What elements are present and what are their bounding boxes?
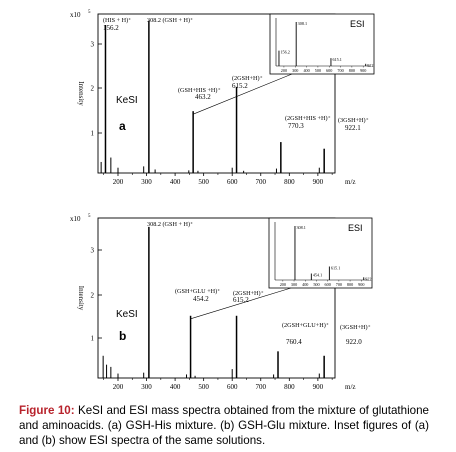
peak-annotation: (2GSH+H)⁺	[233, 290, 264, 297]
inset-esi-label: ESI	[350, 19, 365, 29]
inset-peak-label: 308.1	[298, 21, 307, 26]
peak-annotation: 308.2 (GSH + H)⁺	[147, 17, 193, 24]
peak-annotation: (GSH+GLU +H)⁺	[175, 288, 220, 295]
inset-x-tick-label: 700	[336, 282, 342, 287]
x-tick-label: 900	[313, 383, 324, 391]
peak-annotation: (HIS + H)⁺	[103, 17, 131, 24]
peak-mz-label: 156.2	[103, 24, 119, 32]
x-tick-label: 200	[113, 178, 124, 186]
peak-mz-label: 615.2	[232, 82, 248, 90]
caption-label: Figure 10:	[19, 404, 75, 417]
inset-x-tick-label: 900	[358, 282, 364, 287]
figure-canvas: 1 2 3 200 300 400 500 600 700 800 900 m/z x10 5 Intens…	[70, 10, 375, 391]
inset-x-tick-label: 200	[280, 282, 286, 287]
inset-x-tick-label: 300	[291, 282, 297, 287]
peak-annotation: (3GSH+H)⁺	[338, 117, 369, 124]
inset-x-tick-label: 300	[292, 68, 298, 73]
inset-x-tick-label: 500	[313, 282, 319, 287]
inset-x-tick-label: 400	[302, 282, 308, 287]
inset-pointer-line	[190, 287, 292, 320]
inset-peak-label: 308.1	[296, 225, 305, 230]
x-tick-label: 500	[198, 383, 209, 391]
spectrum-panel-b: 1 2 3 200 300 400 500 600 700 800 900 m/z x10 5 Intens…	[70, 214, 373, 391]
scale-label: x10	[70, 11, 81, 19]
inset-pointer-line	[193, 73, 293, 115]
inset-peak-label: 156.2	[280, 50, 289, 55]
x-tick-label: 400	[170, 383, 181, 391]
x-tick-label: 800	[284, 383, 295, 391]
peak-annotation: (GSH+HIS +H)⁺	[178, 87, 221, 94]
peak-mz-label: 463.2	[195, 93, 211, 101]
caption-text: KeSI and ESI mass spectra obtained from …	[19, 404, 429, 447]
peak-mz-label: 922.1	[345, 124, 361, 132]
inset-peak-label: 615.1	[331, 266, 340, 271]
inset-frame	[269, 13, 375, 75]
x-tick-label: 800	[284, 178, 295, 186]
scale-exponent: 5	[88, 10, 91, 15]
x-tick-label: 900	[313, 178, 324, 186]
peak-annotation: (2GSH+GLU+H)⁺	[282, 322, 329, 329]
x-axis-label: m/z	[345, 383, 356, 391]
peak-annotation: 308.2 (GSH + H)⁺	[147, 221, 193, 228]
y-axis-label: Intensity	[77, 81, 85, 106]
y-tick-label: 1	[91, 130, 95, 138]
x-tick-label: 300	[141, 178, 152, 186]
inset-x-tick-label: 800	[349, 68, 355, 73]
peak-annotation: (2GSH+H)⁺	[232, 75, 263, 82]
esi-inset: 200 300 400 500 600 700 800 900 156.2 308.1 615.1 9…	[269, 13, 375, 75]
y-tick-label: 1	[91, 335, 95, 343]
x-tick-label: 400	[170, 178, 181, 186]
x-tick-label: 500	[198, 178, 209, 186]
y-tick-label: 2	[91, 292, 95, 300]
panel-letter: a	[119, 119, 126, 133]
plot-frame	[97, 217, 336, 379]
scale-exponent: 5	[88, 214, 91, 219]
inset-x-tick-label: 700	[337, 68, 343, 73]
x-tick-label: 600	[227, 383, 238, 391]
esi-inset: 200 300 400 500 600 700 800 900 308.1 454.1 615.1 9…	[268, 217, 373, 289]
inset-peak-label: 615.1	[332, 57, 341, 62]
inset-x-tick-label: 500	[315, 68, 321, 73]
y-tick-label: 3	[91, 247, 95, 255]
peak-mz-label: 615.2	[233, 296, 249, 304]
inset-x-tick-label: 900	[360, 68, 366, 73]
figure-caption: Figure 10: KeSI and ESI mass spectra obt…	[19, 403, 429, 448]
ion-source-label: KeSI	[116, 309, 138, 320]
y-tick-label: 2	[91, 85, 95, 93]
inset-peak-label: 454.1	[313, 273, 322, 278]
inset-x-tick-label: 600	[325, 282, 331, 287]
y-tick-label: 3	[91, 41, 95, 49]
peak-mz-label: 770.3	[288, 122, 304, 130]
peak-annotation: (2GSH+HIS +H)⁺	[285, 115, 331, 122]
inset-peak-label: 922	[365, 276, 371, 281]
panel-letter: b	[119, 329, 126, 343]
peak-mz-label: 760.4	[286, 338, 302, 346]
peak-mz-label: 922.0	[346, 338, 362, 346]
inset-x-tick-label: 400	[303, 68, 309, 73]
x-tick-label: 700	[256, 178, 267, 186]
inset-esi-label: ESI	[348, 223, 363, 233]
inset-frame	[268, 217, 373, 289]
ion-source-label: KeSI	[116, 95, 138, 106]
inset-peak-label: 922	[367, 63, 373, 68]
y-axis-label: Intensity	[77, 286, 85, 311]
inset-x-tick-label: 600	[326, 68, 332, 73]
x-tick-label: 200	[113, 383, 124, 391]
x-tick-label: 300	[141, 383, 152, 391]
inset-x-tick-label: 200	[281, 68, 287, 73]
x-tick-label: 700	[256, 383, 267, 391]
spectrum-panel-a: 1 2 3 200 300 400 500 600 700 800 900 m/z x10 5 Intens…	[70, 10, 375, 186]
plot-frame	[97, 13, 336, 174]
x-tick-label: 600	[227, 178, 238, 186]
inset-x-tick-label: 800	[347, 282, 353, 287]
x-axis-label: m/z	[345, 178, 356, 186]
peak-annotation: (3GSH+H)⁺	[340, 324, 371, 331]
peak-mz-label: 454.2	[193, 295, 209, 303]
scale-label: x10	[70, 215, 81, 223]
